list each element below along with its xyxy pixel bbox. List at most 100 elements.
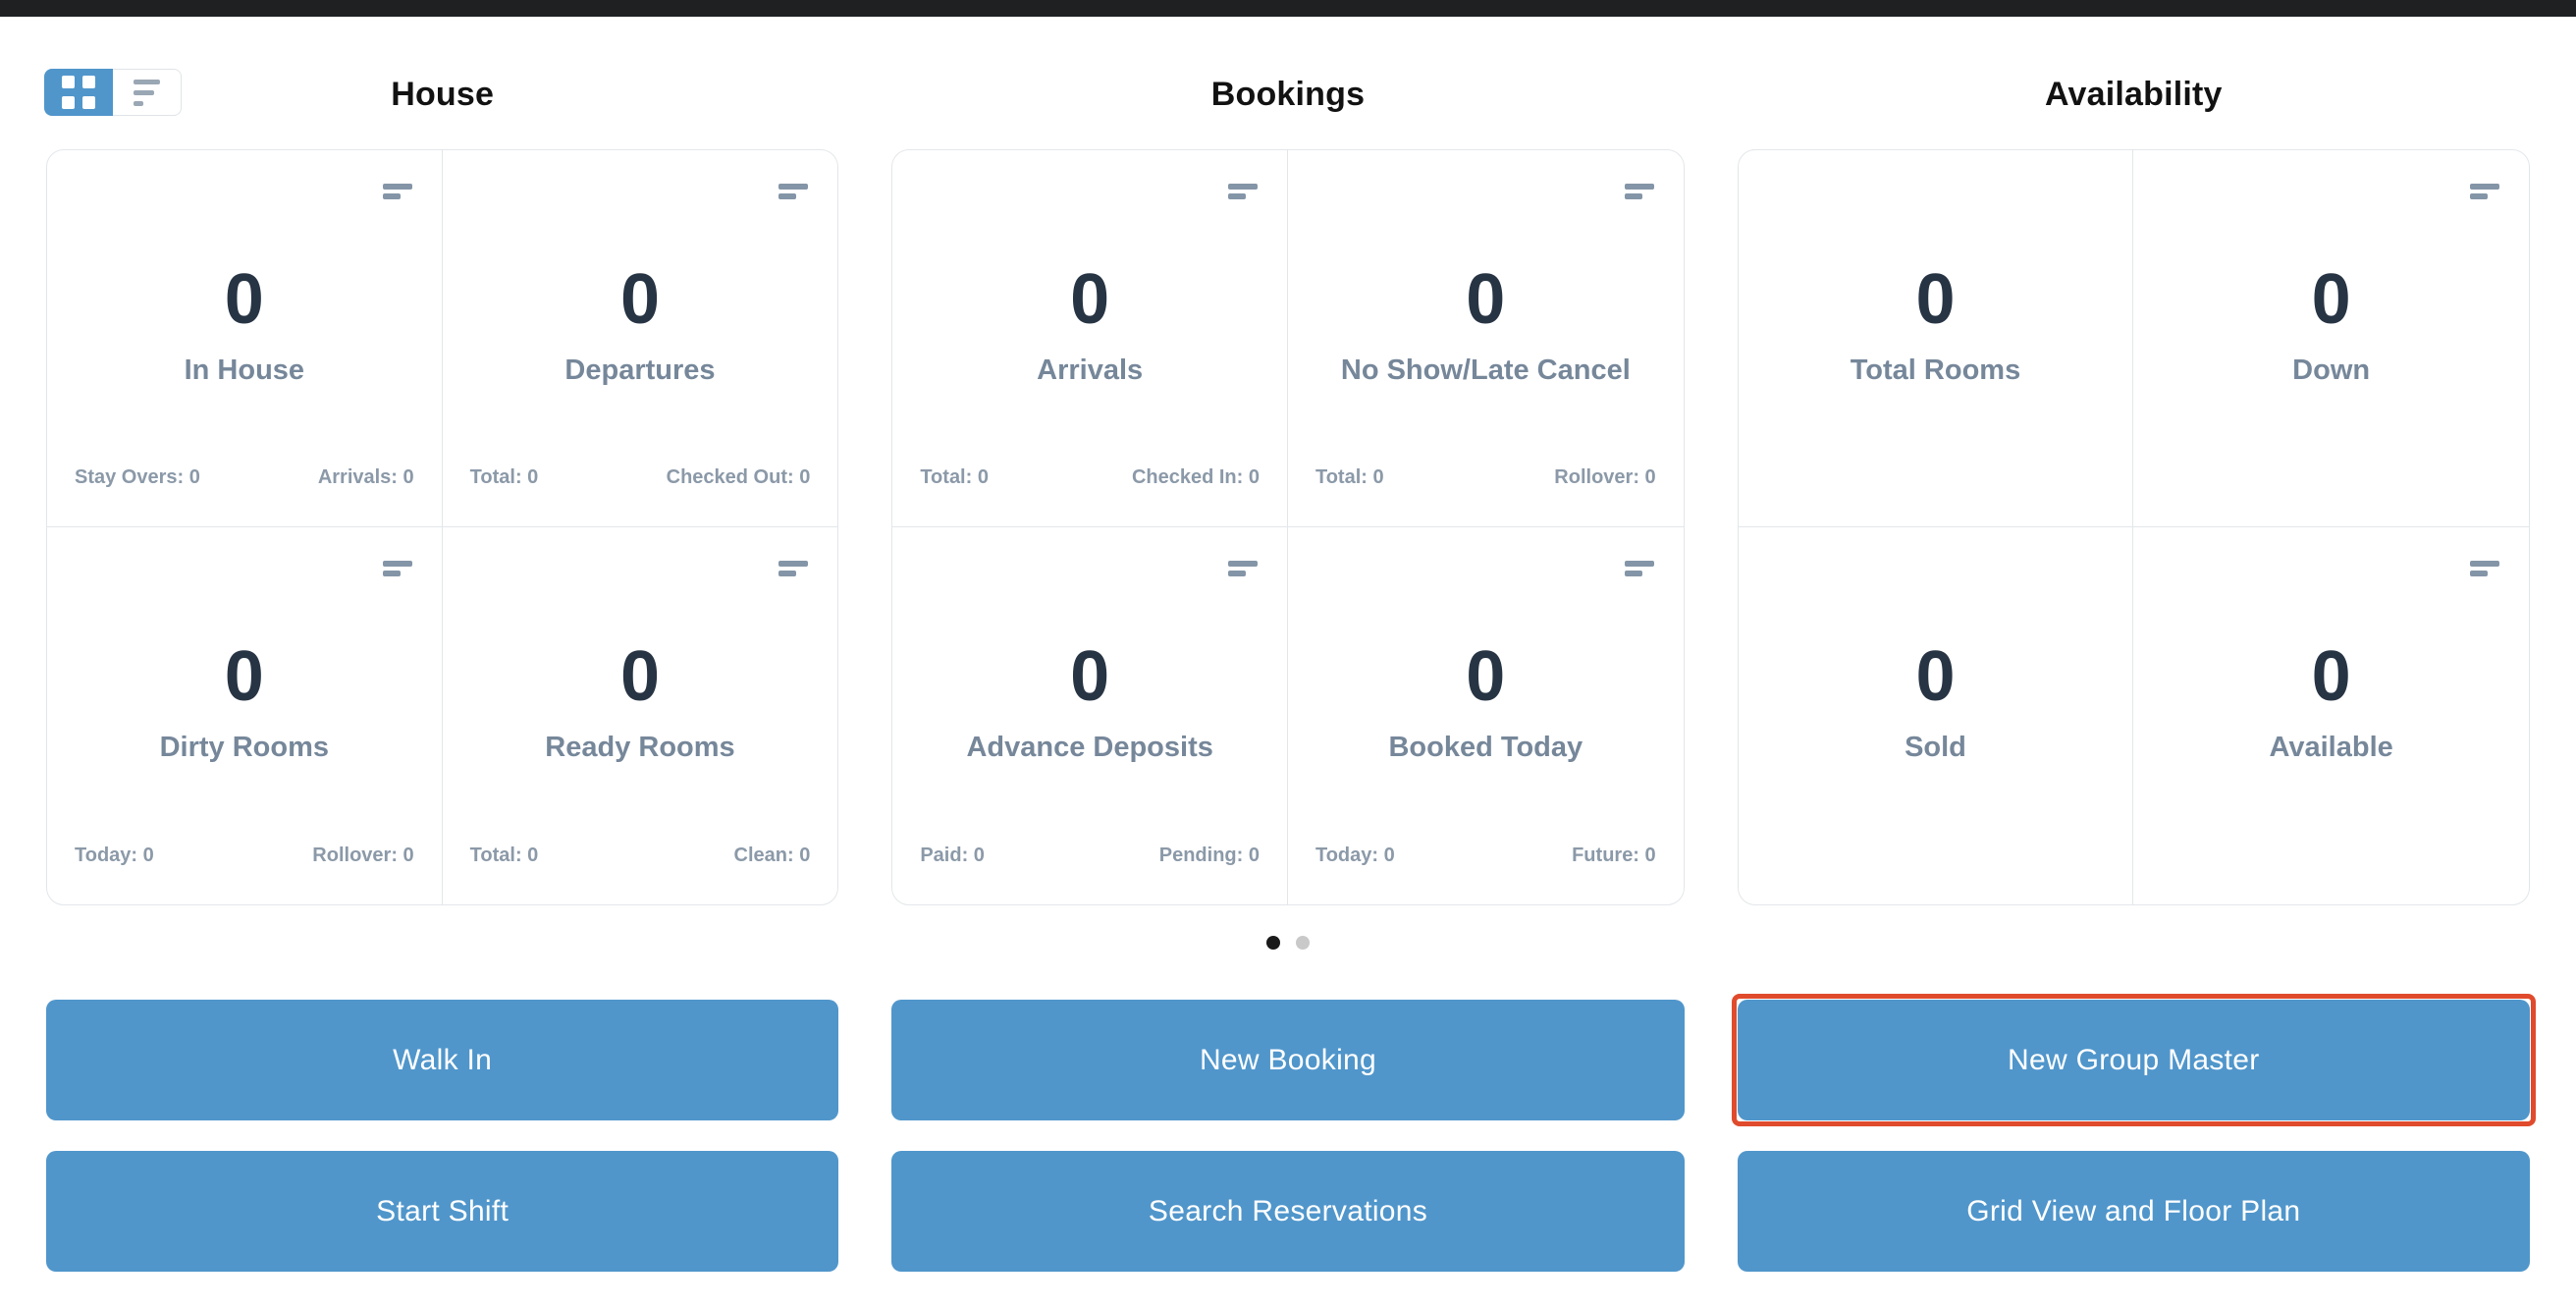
stat-card-down[interactable]: 0 Down xyxy=(2133,150,2529,527)
card-menu-icon[interactable] xyxy=(382,561,412,576)
grid-view-floor-plan-button[interactable]: Grid View and Floor Plan xyxy=(1737,1151,2530,1272)
start-shift-label: Start Shift xyxy=(376,1194,510,1227)
stat-card-available[interactable]: 0 Available xyxy=(2133,527,2529,904)
stat-footer: Paid: 0 Pending: 0 xyxy=(920,845,1260,867)
stat-footer: Total: 0 Checked Out: 0 xyxy=(470,466,811,489)
card-menu-icon[interactable] xyxy=(778,561,809,576)
card-menu-icon[interactable] xyxy=(382,184,412,199)
view-mode-toggle xyxy=(44,69,182,116)
stat-footer: Stay Overs: 0 Arrivals: 0 xyxy=(75,466,414,489)
stat-value: 0 xyxy=(619,637,661,716)
stat-value: 0 xyxy=(619,260,661,339)
stat-card-booked-today[interactable]: 0 Booked Today Today: 0 Future: 0 xyxy=(1288,527,1684,904)
stat-card-arrivals[interactable]: 0 Arrivals Total: 0 Checked In: 0 xyxy=(892,150,1288,527)
section-title-availability: Availability xyxy=(2044,75,2223,113)
stat-footer-left: Today: 0 xyxy=(75,845,154,866)
card-menu-icon[interactable] xyxy=(1624,184,1654,199)
stat-label: Ready Rooms xyxy=(545,732,735,763)
dashboard-panels: 0 In House Stay Overs: 0 Arrivals: 0 0 D… xyxy=(46,149,2530,905)
stat-card-in-house[interactable]: 0 In House Stay Overs: 0 Arrivals: 0 xyxy=(47,150,443,527)
stat-card-sold[interactable]: 0 Sold xyxy=(1739,527,2134,904)
section-title-bookings: Bookings xyxy=(1210,75,1366,113)
stat-footer-left: Total: 0 xyxy=(469,845,539,866)
stat-label: Advance Deposits xyxy=(966,732,1213,763)
card-menu-icon[interactable] xyxy=(1624,561,1654,576)
card-menu-icon[interactable] xyxy=(1227,561,1258,576)
stat-label: Total Rooms xyxy=(1850,354,2021,386)
stat-footer-right: Rollover: 0 xyxy=(312,845,414,866)
card-menu-icon[interactable] xyxy=(1227,184,1258,199)
stat-value: 0 xyxy=(2311,260,2351,339)
stat-value: 0 xyxy=(1915,637,1956,716)
stat-value: 0 xyxy=(1070,260,1110,339)
stat-label: Booked Today xyxy=(1388,732,1583,763)
stat-value: 0 xyxy=(224,260,264,339)
stat-card-no-show-late-cancel[interactable]: 0 No Show/Late Cancel Total: 0 Rollover:… xyxy=(1287,150,1684,527)
stat-footer: Today: 0 Future: 0 xyxy=(1315,845,1656,867)
stat-footer-right: Checked Out: 0 xyxy=(666,466,811,488)
grid-view-floor-plan-label: Grid View and Floor Plan xyxy=(1966,1194,2301,1227)
stat-value: 0 xyxy=(2311,637,2351,716)
stat-label: In House xyxy=(184,354,305,386)
walk-in-label: Walk In xyxy=(393,1043,493,1076)
stat-value: 0 xyxy=(1915,260,1956,339)
stat-footer-right: Pending: 0 xyxy=(1158,845,1260,866)
search-reservations-label: Search Reservations xyxy=(1148,1194,1428,1227)
new-group-master-button[interactable]: New Group Master xyxy=(1731,994,2536,1126)
stat-label: Arrivals xyxy=(1037,354,1144,386)
stat-footer: Total: 0 Clean: 0 xyxy=(470,845,811,867)
carousel-dots xyxy=(0,936,2576,950)
action-buttons: Walk In New Booking New Group Master Sta… xyxy=(46,994,2536,1272)
stat-card-total-rooms[interactable]: 0 Total Rooms xyxy=(1738,150,2134,527)
stat-value: 0 xyxy=(1466,260,1506,339)
card-menu-icon[interactable] xyxy=(778,184,809,199)
stat-card-ready-rooms[interactable]: 0 Ready Rooms Total: 0 Clean: 0 xyxy=(443,527,838,904)
stat-footer: Total: 0 Rollover: 0 xyxy=(1315,466,1656,489)
stat-footer-left: Total: 0 xyxy=(920,466,989,488)
stat-label: Available xyxy=(2269,732,2393,763)
search-reservations-button[interactable]: Search Reservations xyxy=(891,1151,1685,1272)
panel-house: 0 In House Stay Overs: 0 Arrivals: 0 0 D… xyxy=(46,149,839,905)
list-view-button[interactable] xyxy=(113,69,182,116)
new-booking-label: New Booking xyxy=(1199,1043,1377,1076)
carousel-dot-2[interactable] xyxy=(1296,936,1310,950)
stat-label: Sold xyxy=(1905,732,1966,763)
stat-footer: Total: 0 Checked In: 0 xyxy=(920,466,1260,489)
browser-chrome-bar xyxy=(0,0,2576,17)
stat-footer-right: Clean: 0 xyxy=(733,845,811,866)
panel-availability: 0 Total Rooms 0 Down 0 Sold 0 Available xyxy=(1737,149,2530,905)
section-title-house: House xyxy=(391,75,495,113)
new-group-master-label: New Group Master xyxy=(2008,1043,2260,1076)
stat-footer-left: Paid: 0 xyxy=(920,845,985,866)
card-menu-icon[interactable] xyxy=(2469,561,2499,576)
start-shift-button[interactable]: Start Shift xyxy=(46,1151,839,1272)
stat-value: 0 xyxy=(1070,637,1110,716)
walk-in-button[interactable]: Walk In xyxy=(46,1000,839,1120)
stat-footer-left: Total: 0 xyxy=(1315,466,1384,488)
panel-bookings: 0 Arrivals Total: 0 Checked In: 0 0 No S… xyxy=(891,149,1685,905)
stat-value: 0 xyxy=(1466,637,1506,716)
stat-footer-right: Arrivals: 0 xyxy=(317,466,414,488)
stat-label: Departures xyxy=(564,354,716,386)
stat-card-advance-deposits[interactable]: 0 Advance Deposits Paid: 0 Pending: 0 xyxy=(892,527,1288,904)
grid-view-icon xyxy=(62,76,95,109)
stat-footer-right: Future: 0 xyxy=(1572,845,1656,866)
stat-footer-left: Today: 0 xyxy=(1315,845,1395,866)
stat-footer-left: Stay Overs: 0 xyxy=(75,466,200,488)
stat-label: Down xyxy=(2292,354,2371,386)
new-booking-button[interactable]: New Booking xyxy=(891,1000,1685,1120)
grid-view-button[interactable] xyxy=(44,69,113,116)
stat-footer: Today: 0 Rollover: 0 xyxy=(75,845,414,867)
stat-label: No Show/Late Cancel xyxy=(1340,354,1631,386)
carousel-dot-1[interactable] xyxy=(1266,936,1280,950)
stat-card-dirty-rooms[interactable]: 0 Dirty Rooms Today: 0 Rollover: 0 xyxy=(47,527,443,904)
stat-value: 0 xyxy=(224,637,264,716)
list-view-icon xyxy=(133,79,161,106)
stat-footer-right: Rollover: 0 xyxy=(1554,466,1656,488)
card-menu-icon[interactable] xyxy=(2469,184,2499,199)
stat-footer-left: Total: 0 xyxy=(469,466,539,488)
section-titles-row: House Bookings Availability xyxy=(46,73,2530,116)
stat-footer-right: Checked In: 0 xyxy=(1131,466,1260,488)
stat-card-departures[interactable]: 0 Departures Total: 0 Checked Out: 0 xyxy=(442,150,838,527)
stat-label: Dirty Rooms xyxy=(159,732,330,763)
